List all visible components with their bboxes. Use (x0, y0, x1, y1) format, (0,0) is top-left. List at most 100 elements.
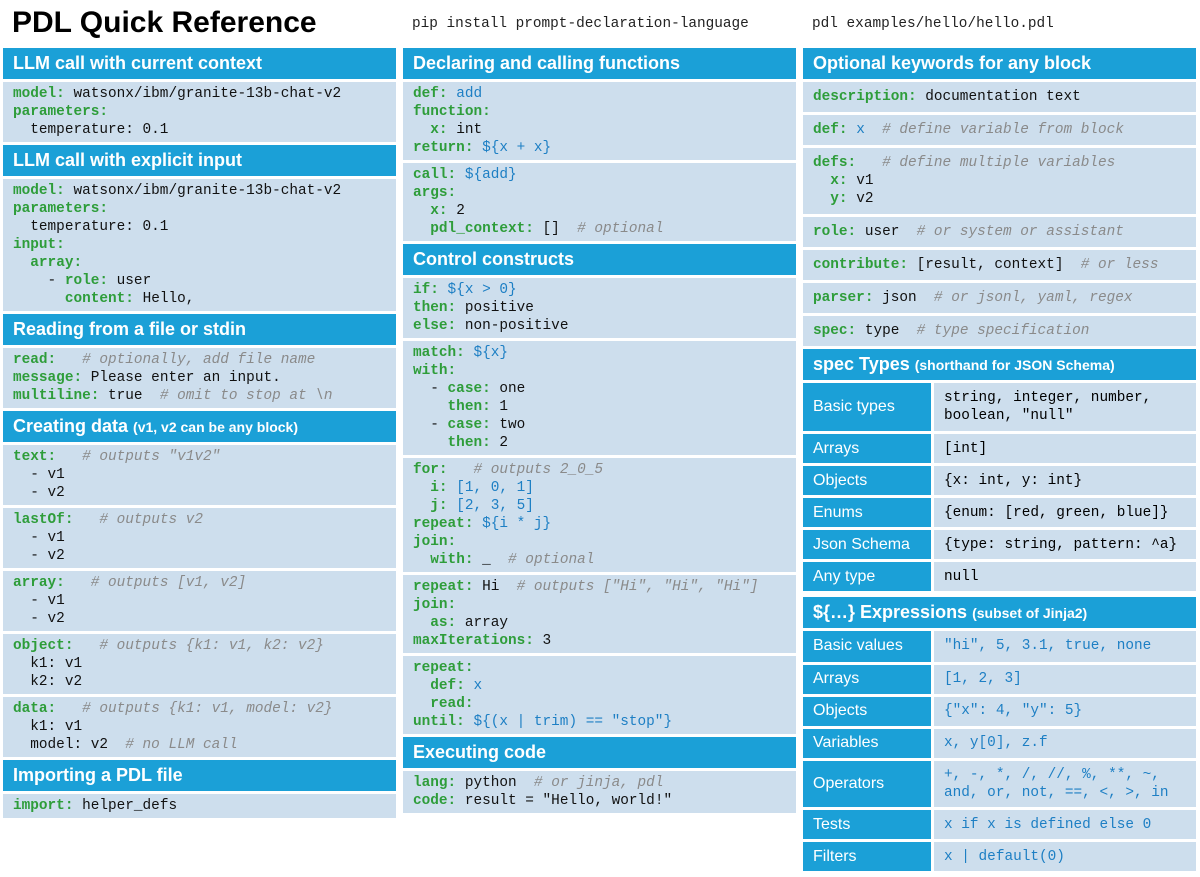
code-comment: # outputs 2_0_5 (473, 462, 604, 478)
section-header: Creating data (v1, v2 can be any block) (3, 411, 396, 442)
code-text: result = "Hello, world!" (464, 793, 673, 809)
code-line: x: v1 (813, 172, 1196, 190)
code-text (413, 696, 430, 712)
code-line: pdl_context: [] # optional (413, 220, 796, 238)
spec-type-row: Arrays [int] (803, 432, 1196, 467)
code-line: - case: one (413, 380, 796, 398)
code-comment: # or jsonl, yaml, regex (933, 290, 1133, 306)
keyword-block: spec: type # type specification (803, 316, 1196, 346)
spec-type-label: Json Schema (803, 528, 934, 563)
code-line: lang: python # or jinja, pdl (413, 774, 796, 792)
keyword-block: parser: json # or jsonl, yaml, regex (803, 283, 1196, 313)
spec-type-label: Any type (803, 560, 934, 595)
code-keyword: y: (830, 191, 857, 207)
code-line: read: (413, 695, 796, 713)
code-keyword: multiline: (13, 388, 108, 404)
code-block: text: # outputs "v1v2" - v1 - v2 (3, 445, 396, 505)
spec-type-value: {type: string, pattern: ^a} (932, 528, 1196, 563)
section-title: Importing a PDL file (13, 765, 183, 785)
spec-type-label: Basic types (803, 383, 934, 435)
code-comment: # define variable from block (882, 122, 1124, 138)
code-keyword: read: (430, 696, 474, 712)
code-line: temperature: 0.1 (13, 218, 396, 236)
spec-type-label: Objects (803, 464, 934, 499)
code-block: model: watsonx/ibm/granite-13b-chat-v2 pa… (3, 82, 396, 142)
code-block: repeat: Hi # outputs ["Hi", "Hi", "Hi"] j… (403, 575, 796, 653)
section-title: spec Types (813, 354, 915, 374)
code-text: - v2 (13, 485, 65, 501)
code-line: parameters: (13, 200, 396, 218)
keyword-block: description: documentation text (803, 82, 1196, 112)
expression-label: Objects (803, 695, 934, 729)
code-comment: # outputs ["Hi", "Hi", "Hi"] (516, 579, 759, 595)
section-header: LLM call with explicit input (3, 145, 396, 176)
code-comment: # or system or assistant (916, 224, 1124, 240)
section-title: Executing code (413, 742, 547, 762)
code-line: content: Hello, (13, 290, 396, 308)
expression-table: Basic values "hi", 5, 3.1, true, none Arra… (803, 631, 1196, 875)
spec-type-value: null (932, 560, 1196, 595)
code-expression: ${add} (464, 167, 517, 183)
code-text: Please enter an input. (90, 370, 281, 386)
code-comment: # define multiple variables (882, 155, 1116, 171)
section-header: spec Types (shorthand for JSON Schema) (803, 349, 1196, 380)
code-text: watsonx/ibm/granite-13b-chat-v2 (73, 183, 342, 199)
keyword-block: role: user # or system or assistant (803, 217, 1196, 247)
code-keyword: with: (430, 552, 483, 568)
expression-label: Basic values (803, 631, 934, 665)
code-text (65, 701, 82, 717)
page-title: PDL Quick Reference (12, 6, 317, 39)
code-expression: [2, 3, 5] (456, 498, 534, 514)
code-text: 3 (542, 633, 552, 649)
code-comment: # or jinja, pdl (533, 775, 664, 791)
page-header: PDL Quick Reference pip install prompt-d… (0, 0, 1200, 46)
section-title: ${…} Expressions (813, 602, 973, 623)
code-keyword: with: (413, 363, 457, 379)
code-line: model: v2 # no LLM call (13, 736, 396, 754)
code-text (13, 255, 30, 271)
code-line: with: _ # optional (413, 551, 796, 569)
code-keyword: lang: (413, 775, 465, 791)
code-keyword: pdl_context: (430, 221, 543, 237)
code-comment: # optional (508, 552, 595, 568)
code-line: call: ${add} (413, 166, 796, 184)
code-keyword: description: (813, 89, 926, 105)
code-keyword: parser: (813, 290, 883, 306)
spec-type-value: string, integer, number, boolean, "null" (932, 383, 1196, 435)
code-text: type (864, 323, 917, 339)
code-line: def: x # define variable from block (813, 121, 1196, 139)
code-line: contribute: [result, context] # or less (813, 256, 1196, 274)
expression-label: Filters (803, 840, 934, 875)
expression-row: Basic values "hi", 5, 3.1, true, none (803, 631, 1196, 665)
code-line: lastOf: # outputs v2 (13, 511, 396, 529)
code-line: if: ${x > 0} (413, 281, 796, 299)
code-keyword: text: (13, 449, 65, 465)
code-text: watsonx/ibm/granite-13b-chat-v2 (73, 86, 342, 102)
code-line: - case: two (413, 416, 796, 434)
code-keyword: then: (413, 300, 465, 316)
code-line: temperature: 0.1 (13, 121, 396, 139)
code-keyword: lastOf: (13, 512, 83, 528)
code-comment: # outputs {k1: v1, model: v2} (82, 701, 333, 717)
code-keyword: return: (413, 140, 483, 156)
code-keyword: repeat: (413, 516, 483, 532)
code-text: temperature: 0.1 (13, 219, 169, 235)
code-keyword: for: (413, 462, 457, 478)
code-text: [result, context] (916, 257, 1081, 273)
section-header: Importing a PDL file (3, 760, 396, 791)
section-title: LLM call with current context (13, 53, 263, 73)
code-text: user (116, 273, 152, 289)
code-comment: # optionally, add file name (82, 352, 316, 368)
code-text: - (13, 273, 65, 289)
spec-type-row: Json Schema {type: string, pattern: ^a} (803, 528, 1196, 563)
section-title: Reading from a file or stdin (13, 319, 247, 339)
code-line: x: int (413, 121, 796, 139)
code-text: v2 (856, 191, 874, 207)
code-text: [] (542, 221, 578, 237)
code-block: call: ${add} args: x: 2 pdl_context: [] #… (403, 163, 796, 241)
code-line: - v1 (13, 466, 396, 484)
expression-label: Tests (803, 808, 934, 843)
code-block: match: ${x} with: - case: one then: 1 - c… (403, 341, 796, 455)
code-line: text: # outputs "v1v2" (13, 448, 396, 466)
code-line: else: non-positive (413, 317, 796, 335)
